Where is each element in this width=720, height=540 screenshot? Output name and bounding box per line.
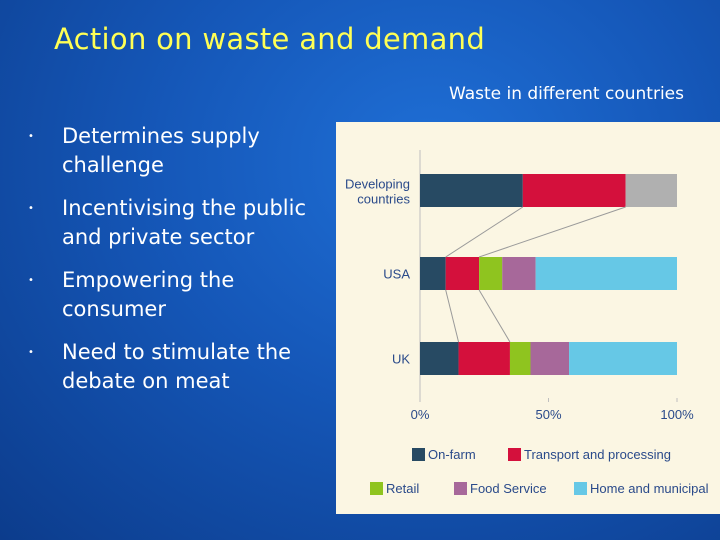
legend-label: Food Service bbox=[470, 481, 547, 496]
chart-caption: Waste in different countries bbox=[448, 84, 684, 104]
legend-swatch bbox=[370, 482, 383, 495]
x-tick-label: 100% bbox=[660, 407, 694, 422]
bar-segment-transport-and-processing bbox=[445, 257, 480, 290]
connector-line bbox=[445, 289, 460, 343]
bullet-text: Determines supply challenge bbox=[62, 124, 260, 177]
bar-segment-remainder bbox=[625, 174, 677, 207]
bar-segment-on-farm bbox=[420, 174, 523, 207]
bullet-item: • Need to stimulate the debate on meat bbox=[24, 338, 324, 396]
connector-line bbox=[478, 289, 511, 343]
bar-segment-transport-and-processing bbox=[458, 342, 510, 375]
connector-line bbox=[445, 206, 524, 258]
bullet-item: • Incentivising the public and private se… bbox=[24, 194, 324, 252]
legend-label: Retail bbox=[386, 481, 419, 496]
bullet-dot-icon: • bbox=[28, 347, 34, 358]
bullet-dot-icon: • bbox=[28, 203, 34, 214]
legend-swatch bbox=[508, 448, 521, 461]
bullet-item: • Determines supply challenge bbox=[24, 122, 324, 180]
legend-label: Home and municipal bbox=[590, 481, 709, 496]
legend-swatch bbox=[454, 482, 467, 495]
connector-line bbox=[478, 206, 626, 258]
bar-segment-retail bbox=[509, 342, 531, 375]
category-label: countries bbox=[357, 192, 410, 207]
bar-segment-home-and-municipal bbox=[535, 257, 677, 290]
legend-label: Transport and processing bbox=[524, 447, 671, 462]
chart-panel: Developing countries USA UK 0% 50% 100% On-farm… bbox=[336, 122, 720, 514]
bar-segment-on-farm bbox=[420, 342, 459, 375]
category-label: UK bbox=[392, 352, 410, 367]
x-tick-label: 0% bbox=[411, 407, 430, 422]
bar-segment-food-service bbox=[502, 257, 536, 290]
bar-segment-on-farm bbox=[420, 257, 446, 290]
legend-swatch bbox=[412, 448, 425, 461]
bullet-dot-icon: • bbox=[28, 275, 34, 286]
category-label: USA bbox=[383, 267, 410, 282]
bullet-text: Need to stimulate the debate on meat bbox=[62, 340, 292, 393]
bullet-item: • Empowering the consumer bbox=[24, 266, 324, 324]
bar-segment-transport-and-processing bbox=[522, 174, 626, 207]
bullet-dot-icon: • bbox=[28, 131, 34, 142]
legend-swatch bbox=[574, 482, 587, 495]
bar-segment-home-and-municipal bbox=[569, 342, 677, 375]
bullet-list: • Determines supply challenge • Incentivis… bbox=[24, 122, 324, 410]
slide-title: Action on waste and demand bbox=[54, 22, 486, 56]
bullet-text: Empowering the consumer bbox=[62, 268, 235, 321]
category-label: Developing bbox=[345, 177, 410, 192]
bar-segment-food-service bbox=[530, 342, 570, 375]
bar-segment-retail bbox=[479, 257, 503, 290]
legend-label: On-farm bbox=[428, 447, 476, 462]
bullet-text: Incentivising the public and private sec… bbox=[62, 196, 307, 249]
x-tick-label: 50% bbox=[535, 407, 561, 422]
